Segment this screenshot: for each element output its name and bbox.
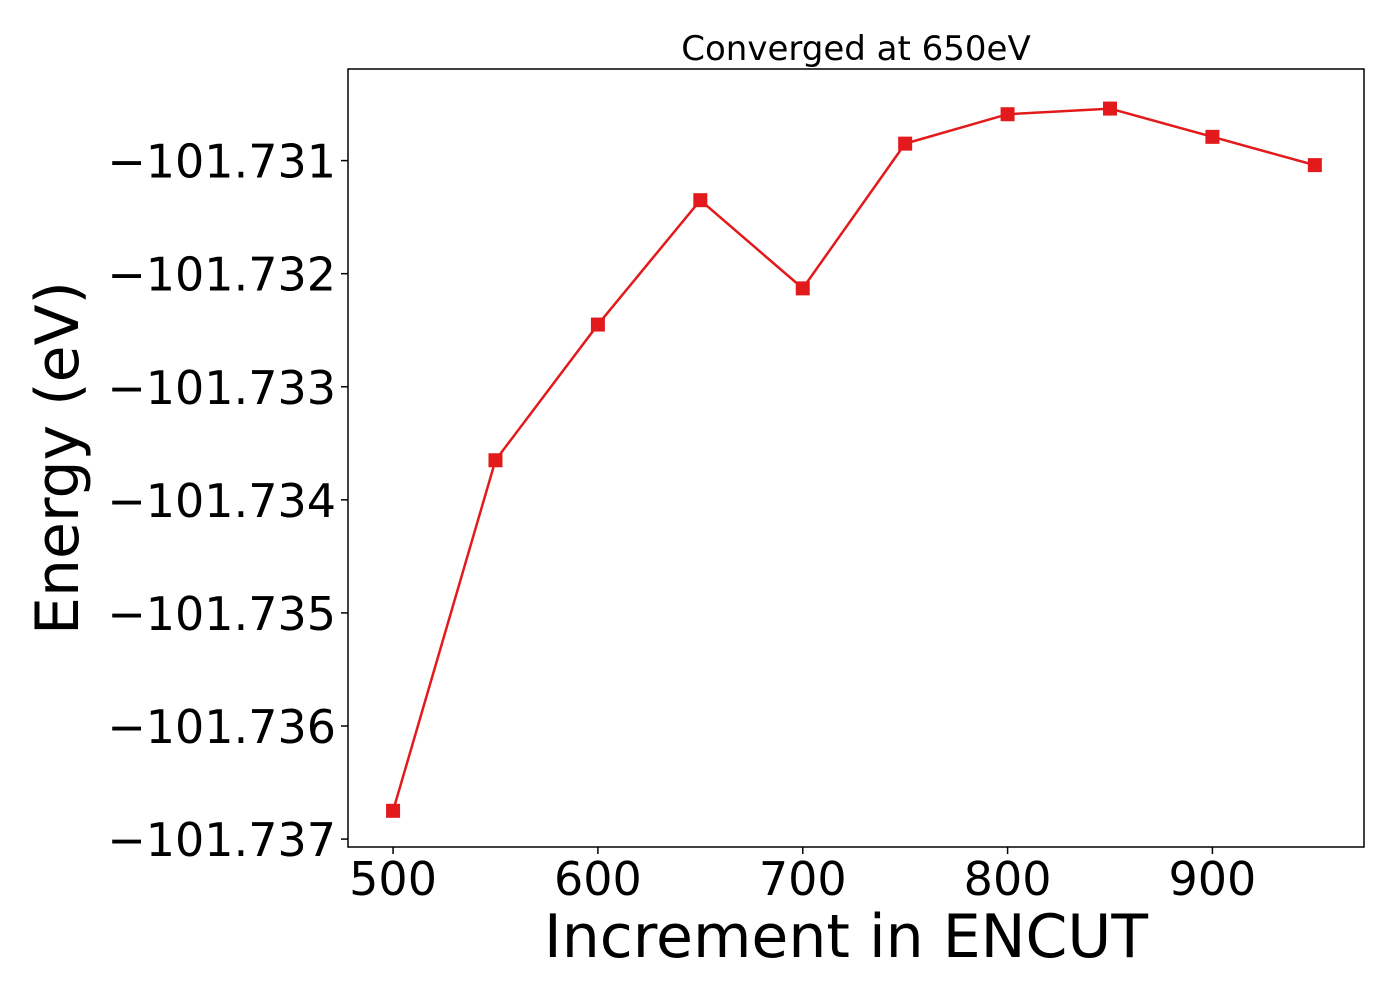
x-axis-ticks: 500 600 700 800 900: [349, 847, 1256, 906]
x-axis-label: Increment in ENCUT: [544, 902, 1148, 972]
data-point-marker: [386, 803, 401, 818]
plot-area-frame: [347, 68, 1365, 848]
y-tick-label: −101.736: [107, 700, 336, 754]
y-tick-label: −101.731: [107, 135, 336, 189]
data-point-marker: [488, 453, 503, 468]
x-tick-label: 700: [759, 852, 847, 906]
series-group: [386, 101, 1322, 818]
data-point-marker: [898, 136, 913, 151]
y-tick-label: −101.734: [107, 474, 336, 528]
x-tick-label: 500: [349, 852, 437, 906]
y-axis-ticks: −101.731 −101.732 −101.733 −101.734 −101.735…: [107, 135, 348, 867]
x-tick-label: 600: [554, 852, 642, 906]
data-point-marker: [1103, 101, 1117, 116]
data-point-marker: [1307, 158, 1322, 173]
y-tick-label: −101.732: [107, 248, 336, 302]
data-point-marker: [590, 317, 605, 332]
y-tick-label: −101.735: [107, 587, 336, 641]
data-point-marker: [1000, 107, 1015, 122]
y-tick-label: −101.737: [107, 813, 336, 867]
data-point-marker: [795, 281, 810, 296]
x-tick-label: 900: [1169, 852, 1257, 906]
y-tick-label: −101.733: [107, 361, 336, 415]
data-point-marker: [693, 193, 708, 208]
y-axis-label: Energy (eV): [23, 281, 93, 635]
series-line: [391, 107, 1316, 812]
chart-title: Converged at 650eV: [681, 29, 1030, 69]
data-point-marker: [1205, 129, 1220, 144]
x-tick-label: 800: [964, 852, 1052, 906]
